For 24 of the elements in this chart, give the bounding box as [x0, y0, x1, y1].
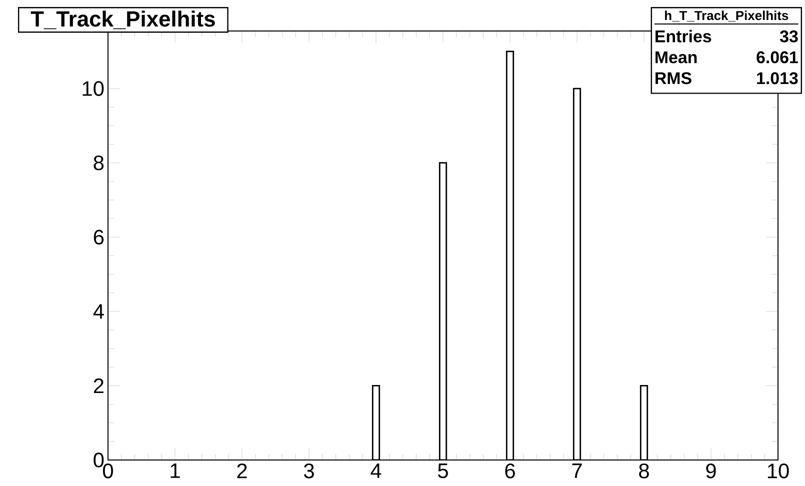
chart-title: T_Track_Pixelhits [30, 10, 215, 30]
x-tick-label: 2 [237, 464, 247, 478]
x-tick-label: 3 [304, 464, 314, 478]
x-tick-label: 5 [438, 464, 448, 478]
x-tick-label: 10 [768, 464, 789, 478]
x-tick-label: 9 [706, 464, 716, 478]
x-tick-label: 4 [370, 464, 382, 478]
y-tick-label: 6 [94, 230, 104, 245]
annotation: 1.013 [757, 72, 798, 84]
x-tick-label: 8 [639, 464, 649, 478]
x-tick-label: 6 [505, 464, 515, 478]
annotation: Entries [656, 30, 712, 42]
y-tick-label: 10 [82, 81, 104, 96]
annotation: 6.061 [756, 51, 798, 64]
y-tick-label: 2 [94, 378, 104, 394]
annotation: RMS [656, 72, 692, 84]
text: h_T_Track_Pixelhits [665, 10, 788, 22]
y-tick-label: 8 [94, 155, 104, 170]
y-tick-label: 4 [93, 304, 104, 319]
x-tick-label: 7 [572, 464, 582, 478]
x-tick-label: 1 [170, 464, 180, 478]
text: 33 [780, 30, 798, 42]
annotation: Mean [656, 51, 697, 64]
y-tick-label: 0 [94, 452, 104, 468]
